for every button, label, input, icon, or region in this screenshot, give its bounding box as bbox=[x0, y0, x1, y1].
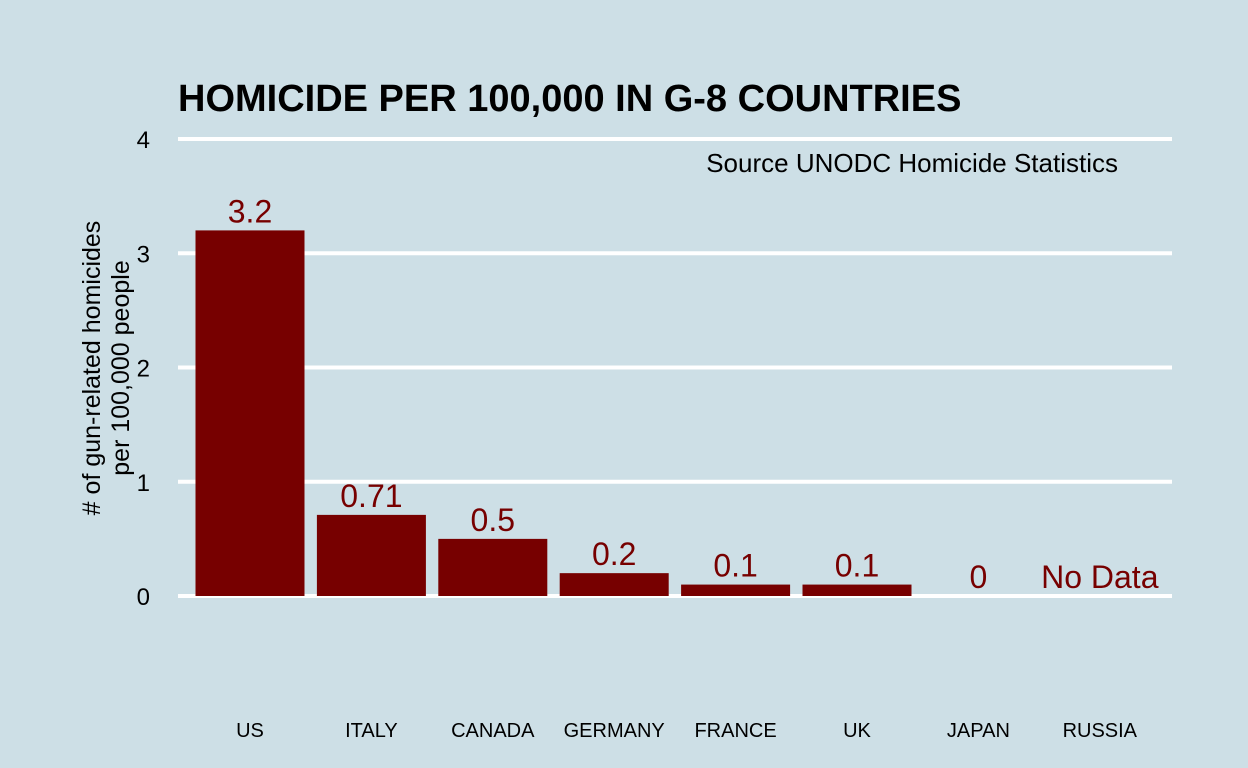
x-tick-label-france: FRANCE bbox=[694, 720, 776, 742]
x-tick-label-uk: UK bbox=[843, 720, 871, 742]
y-tick-label: 1 bbox=[137, 470, 150, 497]
chart-subtitle: Source UNODC Homicide Statistics bbox=[706, 148, 1118, 178]
bar-france bbox=[681, 584, 791, 596]
x-tick-label-us: US bbox=[236, 720, 264, 742]
x-tick-label-germany: GERMANY bbox=[564, 720, 665, 742]
y-axis-ticks: 0 1 2 3 4 bbox=[137, 127, 150, 611]
x-tick-label-italy: ITALY bbox=[345, 720, 398, 742]
data-label-italy: 0.71 bbox=[340, 478, 402, 514]
data-labels: 3.2 0.71 0.5 0.2 0.1 0.1 0 No Data bbox=[228, 193, 1159, 595]
bars bbox=[195, 230, 912, 596]
y-axis-label-line-2: per 100,000 people bbox=[107, 260, 135, 475]
bar-germany bbox=[559, 573, 669, 596]
data-label-russia: No Data bbox=[1041, 559, 1159, 595]
bar-uk bbox=[802, 584, 912, 596]
y-tick-label: 0 bbox=[137, 584, 150, 611]
y-axis-label-line-1: # of gun-related homicides bbox=[78, 221, 106, 516]
bar-canada bbox=[438, 538, 548, 596]
chart-title: HOMICIDE PER 100,000 IN G-8 COUNTRIES bbox=[178, 78, 961, 120]
data-label-us: 3.2 bbox=[228, 193, 272, 229]
data-label-germany: 0.2 bbox=[592, 536, 636, 572]
y-tick-label: 4 bbox=[137, 127, 150, 154]
x-tick-label-japan: JAPAN bbox=[947, 720, 1010, 742]
bar-us bbox=[195, 230, 305, 596]
x-tick-label-canada: CANADA bbox=[451, 720, 535, 742]
x-axis-ticks: US ITALY CANADA GERMANY FRANCE UK JAPAN RUSSIA bbox=[236, 720, 1138, 742]
y-tick-label: 3 bbox=[137, 241, 150, 268]
data-label-canada: 0.5 bbox=[471, 502, 515, 538]
data-label-japan: 0 bbox=[970, 559, 988, 595]
y-tick-label: 2 bbox=[137, 356, 150, 383]
gridlines bbox=[178, 137, 1172, 598]
data-label-uk: 0.1 bbox=[835, 548, 879, 584]
bar-italy bbox=[316, 514, 426, 596]
y-axis-label: # of gun-related homicides per 100,000 p… bbox=[78, 221, 135, 516]
data-label-france: 0.1 bbox=[713, 548, 757, 584]
x-tick-label-russia: RUSSIA bbox=[1063, 720, 1138, 742]
